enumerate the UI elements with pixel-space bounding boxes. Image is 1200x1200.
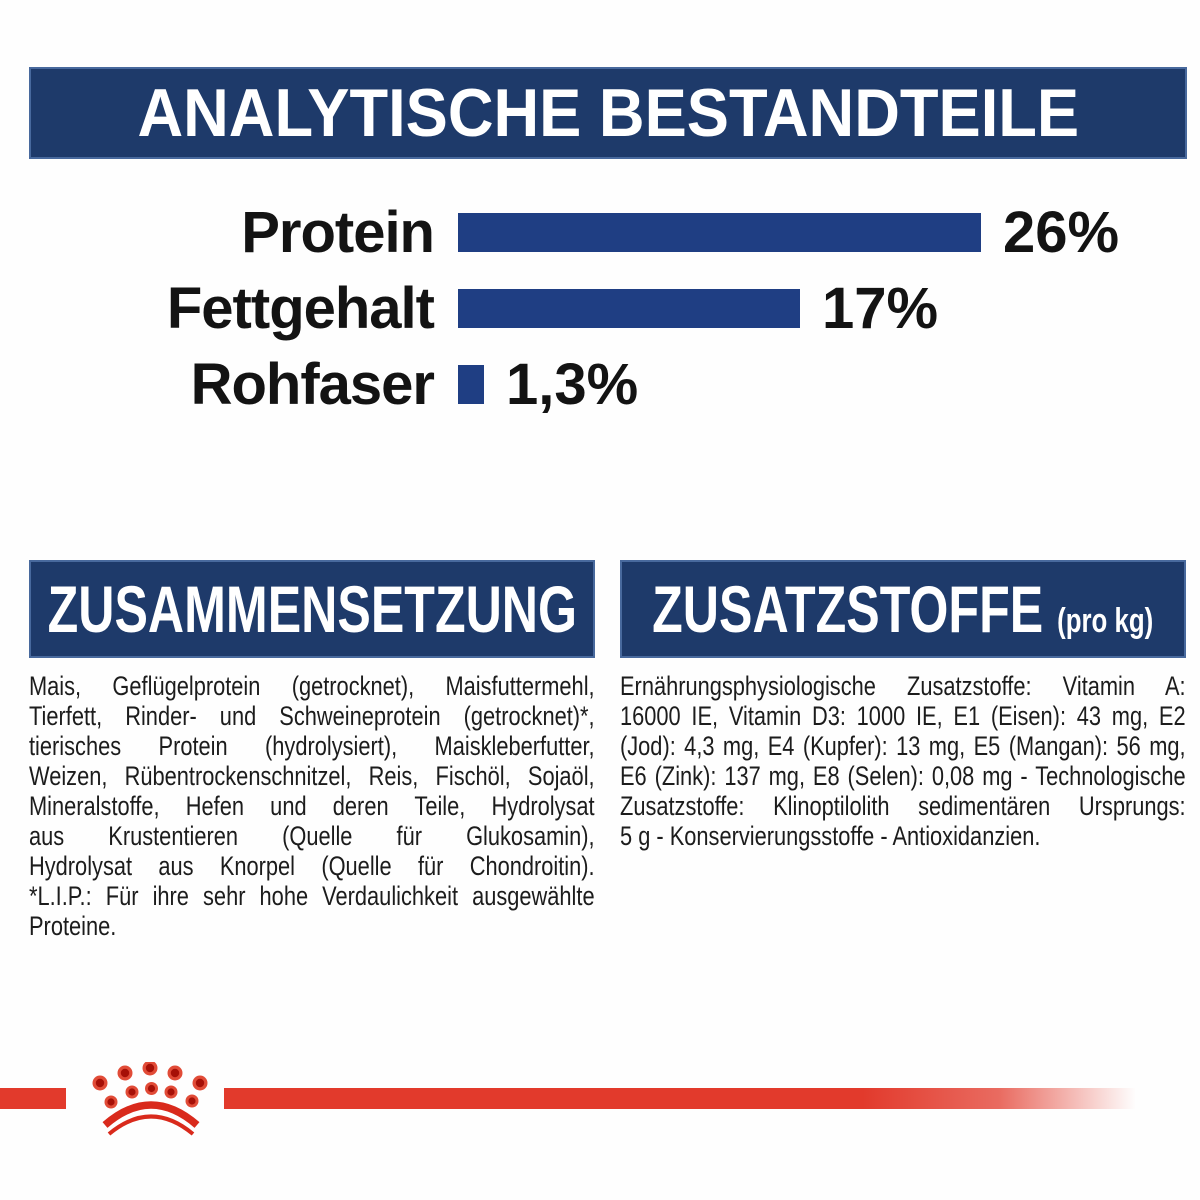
section-header-analytische-bestandteile: ANALYTISCHE BESTANDTEILE bbox=[29, 67, 1187, 159]
chart-category-label: Fettgehalt bbox=[166, 275, 435, 341]
page-title: ANALYTISCHE BESTANDTEILE bbox=[137, 75, 1079, 151]
additives-text: Ernährungsphysiologische Zusatzstoffe: V… bbox=[620, 671, 1186, 851]
red-stripe-left bbox=[0, 1088, 66, 1109]
red-stripe-right bbox=[224, 1088, 1136, 1109]
text-line: Hydrolysat aus Knorpel (Quelle für Chond… bbox=[29, 851, 595, 881]
chart-value-label: 26% bbox=[1003, 199, 1120, 265]
chart-value-label: 17% bbox=[822, 275, 939, 341]
chart-category-label: Protein bbox=[241, 199, 435, 265]
composition-title: ZUSAMMENSETZUNG bbox=[47, 572, 577, 646]
additives-section: ZUSATZSTOFFE (pro kg) Ernährungsphysiolo… bbox=[620, 560, 1186, 851]
additives-title: ZUSATZSTOFFE (pro kg) bbox=[652, 572, 1154, 646]
section-header-zusatzstoffe: ZUSATZSTOFFE (pro kg) bbox=[620, 560, 1186, 658]
section-header-zusammensetzung: ZUSAMMENSETZUNG bbox=[29, 560, 595, 658]
text-line: 5 g - Konservierungsstoffe - Antioxidanz… bbox=[620, 821, 1041, 851]
text-line: Proteine. bbox=[29, 911, 117, 941]
text-line: Mineralstoffe, Hefen und deren Teile, Hy… bbox=[29, 791, 595, 821]
text-line: E6 (Zink): 137 mg, E8 (Selen): 0,08 mg -… bbox=[620, 761, 1186, 791]
text-line: Weizen, Rübentrockenschnitzel, Reis, Fis… bbox=[29, 761, 595, 791]
text-line: 16000 IE, Vitamin D3: 1000 IE, E1 (Eisen… bbox=[620, 701, 1186, 731]
chart-value-label: 1,3% bbox=[506, 351, 639, 417]
royal-canin-crown-icon bbox=[92, 1062, 208, 1136]
chart-category-label: Rohfaser bbox=[190, 351, 435, 417]
composition-section: ZUSAMMENSETZUNG Mais, Geflügelprotein (g… bbox=[29, 560, 595, 941]
analytical-constituents-chart: Protein 26% Fettgehalt 17% Rohfaser 1,3% bbox=[0, 194, 1200, 422]
text-line: Tierfett, Rinder- und Schweineprotein (g… bbox=[29, 701, 595, 731]
text-line: Ernährungsphysiologische Zusatzstoffe: V… bbox=[620, 671, 1186, 701]
chart-bar-protein bbox=[458, 212, 981, 252]
chart-row-rohfaser: Rohfaser 1,3% bbox=[0, 346, 1200, 422]
text-line: aus Krustentieren (Quelle für Glukosamin… bbox=[29, 821, 595, 851]
composition-text: Mais, Geflügelprotein (getrocknet), Mais… bbox=[29, 671, 595, 941]
text-line: Mais, Geflügelprotein (getrocknet), Mais… bbox=[29, 671, 595, 701]
text-line: *L.I.P.: Für ihre sehr hohe Verdaulichke… bbox=[29, 881, 595, 911]
text-line: tierisches Protein (hydrolysiert), Maisk… bbox=[29, 731, 595, 761]
chart-bar-fettgehalt bbox=[458, 288, 800, 328]
additives-title-suffix: (pro kg) bbox=[1057, 602, 1154, 640]
chart-row-protein: Protein 26% bbox=[0, 194, 1200, 270]
chart-row-fettgehalt: Fettgehalt 17% bbox=[0, 270, 1200, 346]
text-line: Zusatzstoffe: Klinoptilolith sedimentäre… bbox=[620, 791, 1186, 821]
chart-bar-rohfaser bbox=[458, 364, 484, 404]
text-line: (Jod): 4,3 mg, E4 (Kupfer): 13 mg, E5 (M… bbox=[620, 731, 1186, 761]
